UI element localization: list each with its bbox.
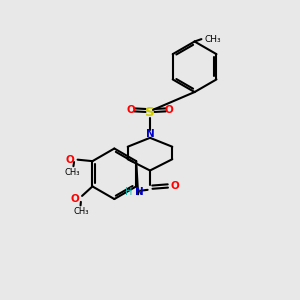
Text: O: O: [70, 194, 79, 204]
Text: H: H: [125, 187, 132, 197]
Text: N: N: [134, 187, 143, 197]
Text: CH₃: CH₃: [65, 168, 80, 177]
Text: O: O: [65, 155, 74, 165]
Text: S: S: [145, 106, 155, 119]
Text: O: O: [171, 181, 180, 191]
Text: CH₃: CH₃: [74, 207, 89, 216]
Text: CH₃: CH₃: [205, 34, 222, 43]
Text: O: O: [126, 105, 135, 115]
Text: O: O: [165, 105, 174, 115]
Text: N: N: [146, 129, 154, 139]
